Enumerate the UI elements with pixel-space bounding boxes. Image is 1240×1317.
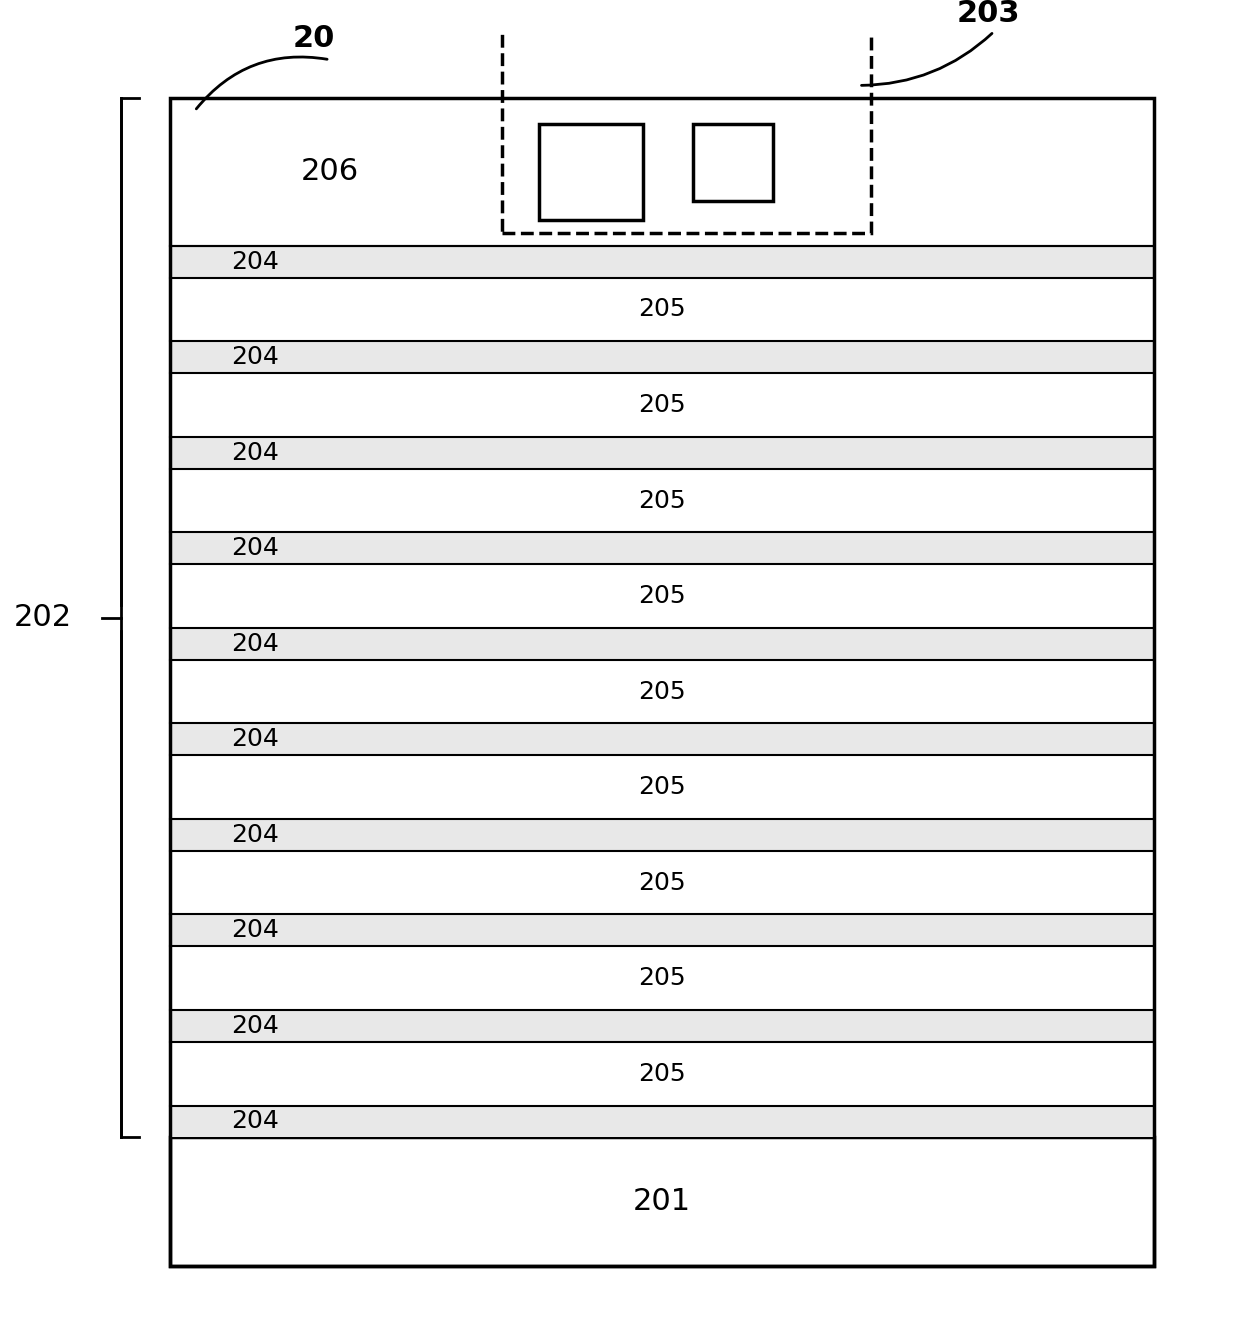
- Text: 204: 204: [232, 441, 279, 465]
- Text: 205: 205: [639, 776, 686, 799]
- Bar: [170, 1042, 1154, 1105]
- Text: 204: 204: [232, 1014, 279, 1038]
- Text: 204: 204: [232, 823, 279, 847]
- Text: 204: 204: [232, 727, 279, 751]
- Bar: [170, 341, 1154, 373]
- Text: 204: 204: [232, 632, 279, 656]
- Text: 204: 204: [232, 250, 279, 274]
- Text: 205: 205: [639, 1062, 686, 1085]
- Text: 204: 204: [232, 536, 279, 560]
- Bar: [170, 947, 1154, 1010]
- Text: 204: 204: [232, 345, 279, 369]
- Bar: [170, 246, 1154, 278]
- Text: 205: 205: [639, 489, 686, 512]
- Bar: [170, 564, 1154, 628]
- Bar: [170, 755, 1154, 819]
- Bar: [170, 1138, 1154, 1266]
- Bar: [170, 1105, 1154, 1138]
- Bar: [502, 14, 870, 233]
- Text: 204: 204: [232, 918, 279, 943]
- Text: 205: 205: [639, 680, 686, 703]
- Text: 205: 205: [639, 583, 686, 608]
- Text: 203: 203: [957, 0, 1021, 28]
- Bar: [170, 469, 1154, 532]
- Bar: [170, 532, 1154, 564]
- Text: 205: 205: [639, 298, 686, 321]
- Bar: [170, 628, 1154, 660]
- Text: 205: 205: [639, 392, 686, 417]
- Bar: [170, 437, 1154, 469]
- Bar: [170, 99, 1154, 246]
- Text: 205: 205: [639, 967, 686, 990]
- Bar: [693, 124, 773, 202]
- Bar: [170, 99, 1154, 1266]
- Bar: [170, 914, 1154, 947]
- Text: 20: 20: [293, 24, 335, 53]
- Bar: [170, 819, 1154, 851]
- Text: 205: 205: [639, 871, 686, 894]
- Bar: [170, 278, 1154, 341]
- Bar: [170, 723, 1154, 755]
- Text: 206: 206: [301, 158, 358, 187]
- Bar: [170, 373, 1154, 437]
- Bar: [170, 851, 1154, 914]
- Bar: [170, 1010, 1154, 1042]
- Text: 204: 204: [232, 1109, 279, 1134]
- Bar: [539, 124, 644, 220]
- Text: 201: 201: [632, 1187, 691, 1216]
- Bar: [170, 660, 1154, 723]
- Text: 202: 202: [14, 603, 72, 632]
